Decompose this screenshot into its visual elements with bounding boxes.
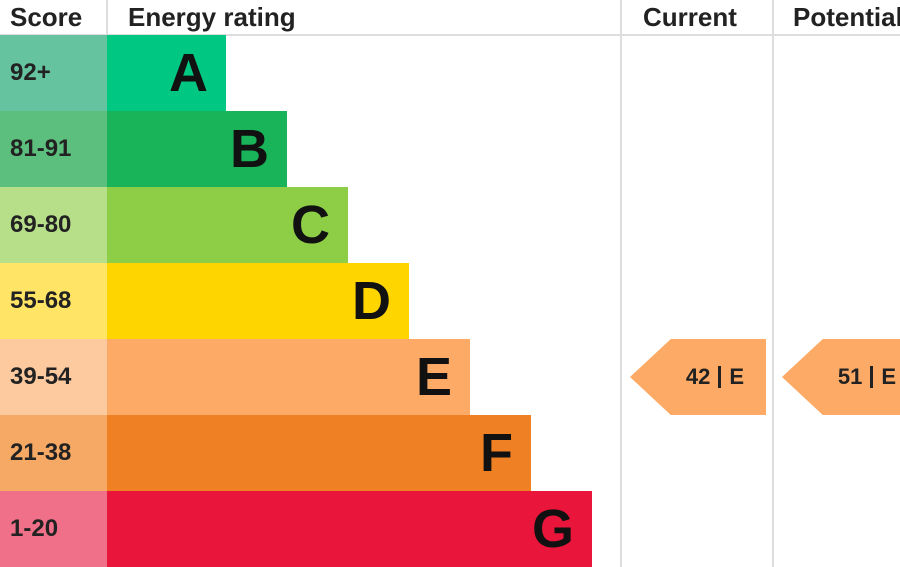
score-range: 39-54 xyxy=(0,339,107,415)
header-current: Current xyxy=(643,2,737,32)
separator xyxy=(870,366,874,388)
header-score: Score xyxy=(10,2,83,32)
potential-rating: E xyxy=(881,364,897,389)
score-range: 81-91 xyxy=(0,111,107,187)
score-range: 55-68 xyxy=(0,263,107,339)
divider xyxy=(0,34,900,36)
potential-arrow: 51 E xyxy=(782,339,900,415)
rating-bar: E xyxy=(107,339,470,415)
divider xyxy=(772,0,774,567)
rating-bar: G xyxy=(107,491,592,567)
score-range: 1-20 xyxy=(0,491,107,567)
rating-bar: A xyxy=(107,35,226,111)
potential-score: 51 xyxy=(837,364,863,389)
score-range: 21-38 xyxy=(0,415,107,491)
header-potential: Potential xyxy=(793,2,900,32)
separator xyxy=(718,366,722,388)
rating-bar: F xyxy=(107,415,531,491)
rating-bar: B xyxy=(107,111,287,187)
score-range: 69-80 xyxy=(0,187,107,263)
current-arrow: 42 E xyxy=(630,339,766,415)
rating-bar: D xyxy=(107,263,409,339)
score-range: 92+ xyxy=(0,35,107,111)
header-rating: Energy rating xyxy=(128,2,296,32)
current-rating: E xyxy=(729,364,745,389)
divider xyxy=(620,0,622,567)
current-score: 42 xyxy=(685,364,711,389)
rating-bar: C xyxy=(107,187,348,263)
